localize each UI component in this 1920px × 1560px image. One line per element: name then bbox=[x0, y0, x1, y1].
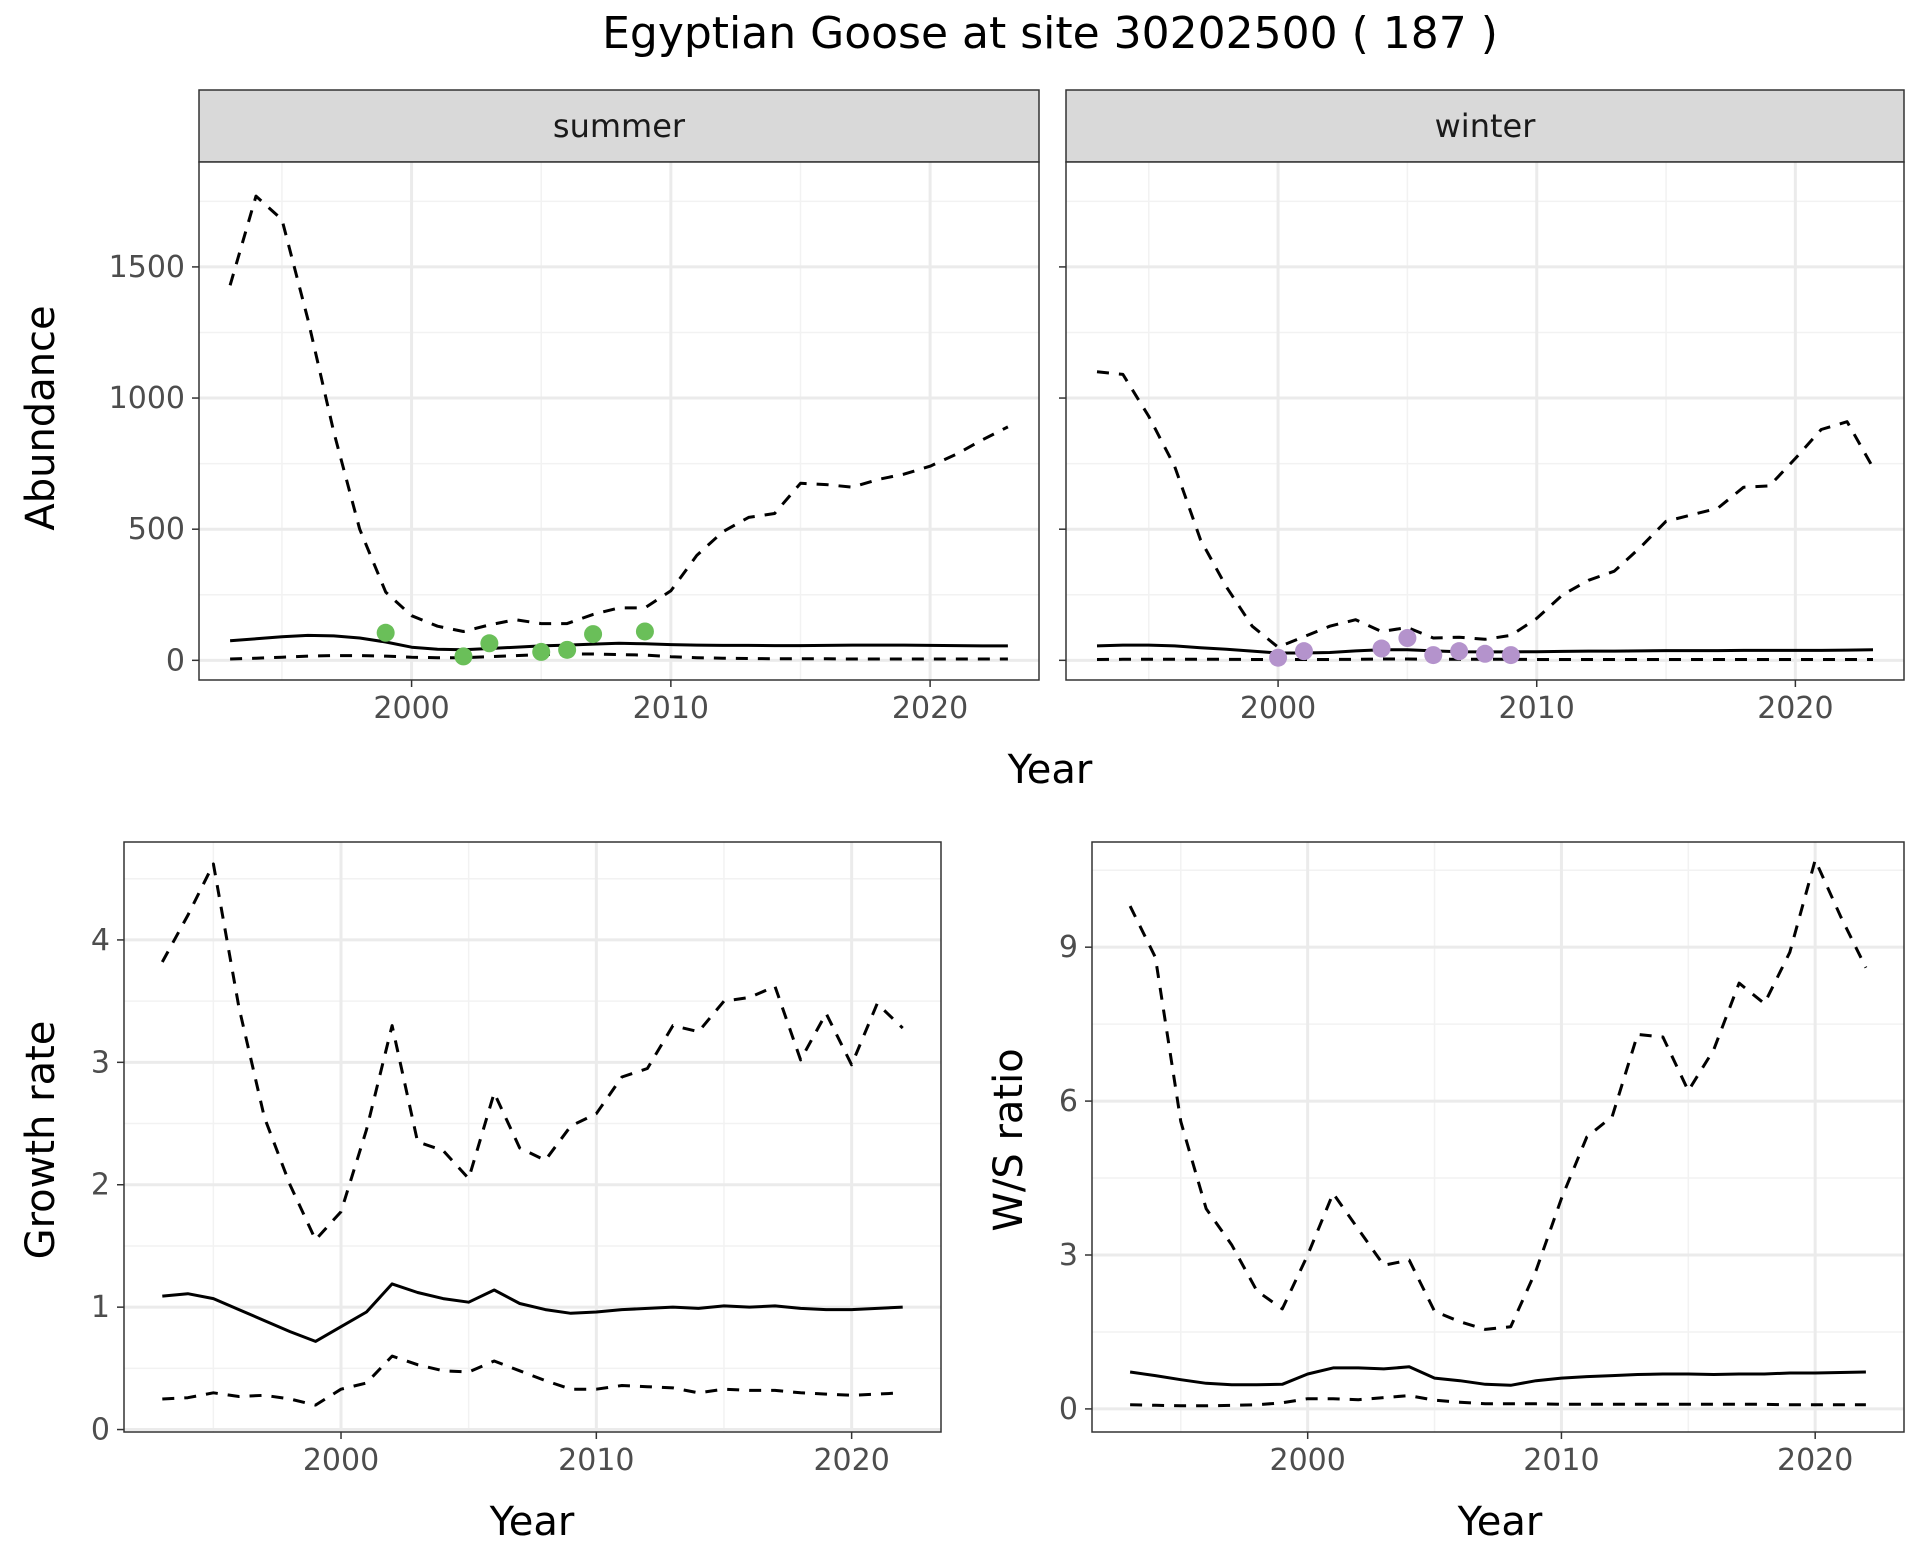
series-line-dashed bbox=[160, 862, 904, 1242]
series-line-dashed bbox=[1096, 370, 1875, 649]
data-point bbox=[1424, 646, 1443, 665]
strip-summer-label: summer bbox=[553, 107, 686, 145]
plot-area bbox=[124, 842, 941, 1432]
strip-winter-bg bbox=[1065, 89, 1905, 163]
x-tick-label: 2010 bbox=[1499, 691, 1575, 726]
y-tick-label: 3 bbox=[91, 1045, 110, 1080]
x-tick-label: 2000 bbox=[1270, 1443, 1346, 1478]
series-line-dashed bbox=[1096, 657, 1873, 661]
strip-summer-bg bbox=[198, 89, 1040, 163]
y-tick-label: 0 bbox=[166, 643, 185, 678]
data-point bbox=[1476, 644, 1494, 663]
x-tick-label: 2000 bbox=[373, 691, 449, 726]
ratio-x-axis-title: Year bbox=[1457, 1499, 1543, 1545]
series-line-solid bbox=[229, 633, 1008, 652]
x-tick-label: 2010 bbox=[1523, 1443, 1599, 1478]
strip-winter-label: winter bbox=[1435, 107, 1537, 145]
y-tick-label: 6 bbox=[1059, 1084, 1078, 1119]
data-point bbox=[376, 623, 395, 642]
series-line-dashed bbox=[162, 1354, 903, 1407]
top-y-axis-title: Abundance bbox=[18, 305, 64, 530]
panel-summer: 2000 2010 2020 0 500 1000 1500 bbox=[109, 161, 1040, 726]
y-tick-label: 3 bbox=[1059, 1238, 1078, 1273]
y-tick-label: 500 bbox=[128, 512, 185, 547]
ratio-y-axis-title: W/S ratio bbox=[986, 1048, 1032, 1231]
x-tick-label: 2020 bbox=[1777, 1443, 1853, 1478]
series-line-solid bbox=[1129, 1365, 1866, 1387]
panel-border bbox=[1091, 841, 1905, 1433]
x-tick-label: 2000 bbox=[1240, 691, 1316, 726]
panel-border bbox=[1065, 161, 1905, 681]
x-tick-label: 2020 bbox=[892, 691, 968, 726]
growth-x-axis-title: Year bbox=[489, 1499, 575, 1545]
data-point bbox=[480, 634, 499, 653]
panel-border bbox=[123, 841, 942, 1433]
y-tick-label: 9 bbox=[1059, 930, 1078, 965]
x-tick-label: 2010 bbox=[633, 691, 709, 726]
data-point bbox=[1398, 629, 1417, 648]
data-point bbox=[584, 625, 603, 644]
y-tick-label: 0 bbox=[1059, 1392, 1078, 1427]
data-point bbox=[1372, 639, 1391, 658]
x-tick-label: 2000 bbox=[303, 1443, 379, 1478]
series-line-solid bbox=[162, 1282, 903, 1343]
panel-border bbox=[198, 161, 1040, 681]
data-point bbox=[558, 640, 577, 659]
plot-area bbox=[199, 162, 1039, 680]
series-line-dashed bbox=[1128, 858, 1868, 1331]
y-tick-label: 1000 bbox=[109, 381, 185, 416]
y-tick-label: 0 bbox=[91, 1413, 110, 1448]
growth-y-axis-title: Growth rate bbox=[18, 1021, 64, 1260]
panel-ratio: 2000 2010 2020 0 3 6 9 bbox=[1059, 841, 1905, 1478]
panel-growth: 2000 2010 2020 0 1 2 3 4 bbox=[91, 841, 942, 1478]
series-line-dashed bbox=[230, 652, 1008, 661]
y-tick-label: 4 bbox=[91, 923, 110, 958]
y-tick-label: 1500 bbox=[109, 250, 185, 285]
x-tick-label: 2010 bbox=[558, 1443, 634, 1478]
x-tick-label: 2020 bbox=[1757, 691, 1833, 726]
data-point bbox=[1501, 646, 1520, 665]
y-tick-label: 1 bbox=[91, 1290, 110, 1325]
figure-title: Egyptian Goose at site 30202500 ( 187 ) bbox=[602, 8, 1498, 59]
data-point bbox=[532, 642, 551, 661]
data-point bbox=[1294, 642, 1313, 661]
data-point bbox=[1450, 642, 1469, 661]
y-tick-label: 2 bbox=[91, 1168, 110, 1203]
plot-area bbox=[1092, 842, 1904, 1432]
plot-area bbox=[1066, 162, 1904, 680]
series-line-dashed bbox=[228, 194, 1009, 633]
data-point bbox=[635, 622, 654, 641]
data-point bbox=[454, 647, 473, 666]
panel-winter: 2000 2010 2020 bbox=[1059, 161, 1905, 726]
x-tick-label: 2020 bbox=[813, 1443, 889, 1478]
data-point bbox=[1269, 648, 1288, 667]
top-x-axis-title: Year bbox=[1007, 747, 1093, 793]
